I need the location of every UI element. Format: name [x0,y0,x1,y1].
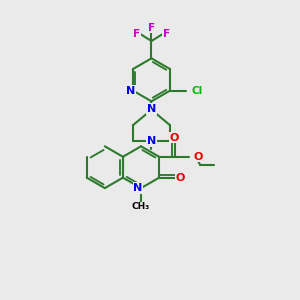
Text: O: O [170,133,179,142]
Text: N: N [147,104,156,114]
Text: CH₃: CH₃ [132,202,150,211]
Text: O: O [193,152,203,162]
Text: N: N [134,183,143,193]
Text: N: N [126,85,135,96]
Text: N: N [147,136,156,146]
Text: O: O [176,173,185,183]
Text: Cl: Cl [191,85,202,96]
Text: F: F [163,29,170,39]
Text: F: F [133,29,140,39]
Text: F: F [148,22,155,33]
